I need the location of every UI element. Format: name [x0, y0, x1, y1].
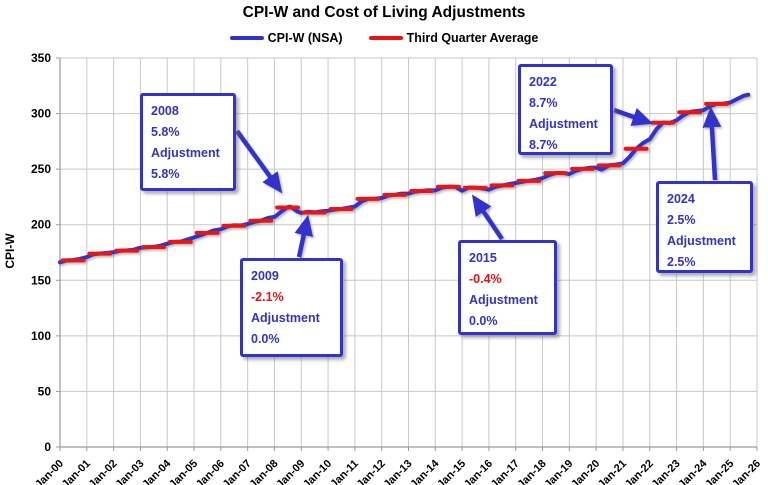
y-tick-label: 100 — [31, 329, 51, 343]
annotation-arrow-2015 — [471, 194, 504, 241]
legend-item-cpi-w: CPI-W (NSA) — [229, 31, 343, 45]
cpi-w-line-swatch-icon — [229, 36, 264, 40]
gridlines: 050100150200250300350Jan-00Jan-01Jan-02J… — [31, 51, 763, 485]
chart-legend: CPI-W (NSA) Third Quarter Average — [0, 31, 768, 45]
series-group — [58, 92, 751, 265]
y-tick-label: 50 — [38, 384, 52, 398]
chart-title: CPI-W and Cost of Living Adjustments — [242, 4, 526, 21]
legend-label-q3-average: Third Quarter Average — [406, 31, 539, 45]
legend-label-cpi-w: CPI-W (NSA) — [267, 31, 343, 45]
annotation-arrow-2008 — [235, 129, 283, 194]
y-tick-label: 350 — [31, 51, 51, 65]
y-tick-label: 200 — [31, 218, 51, 232]
annotation-arrow-2009 — [294, 214, 314, 258]
y-tick-label: 300 — [31, 107, 51, 121]
x-tick-label: Jan-26 — [730, 458, 763, 485]
annotation-arrows — [235, 106, 722, 258]
y-tick-label: 150 — [31, 273, 51, 287]
annotation-arrow-2024 — [702, 106, 722, 181]
annotation-arrow-2022 — [613, 107, 654, 126]
q3-average-line-swatch-icon — [368, 36, 403, 40]
legend-item-q3-average: Third Quarter Average — [368, 31, 539, 45]
y-tick-label: 0 — [44, 440, 51, 454]
y-tick-label: 250 — [31, 162, 51, 176]
